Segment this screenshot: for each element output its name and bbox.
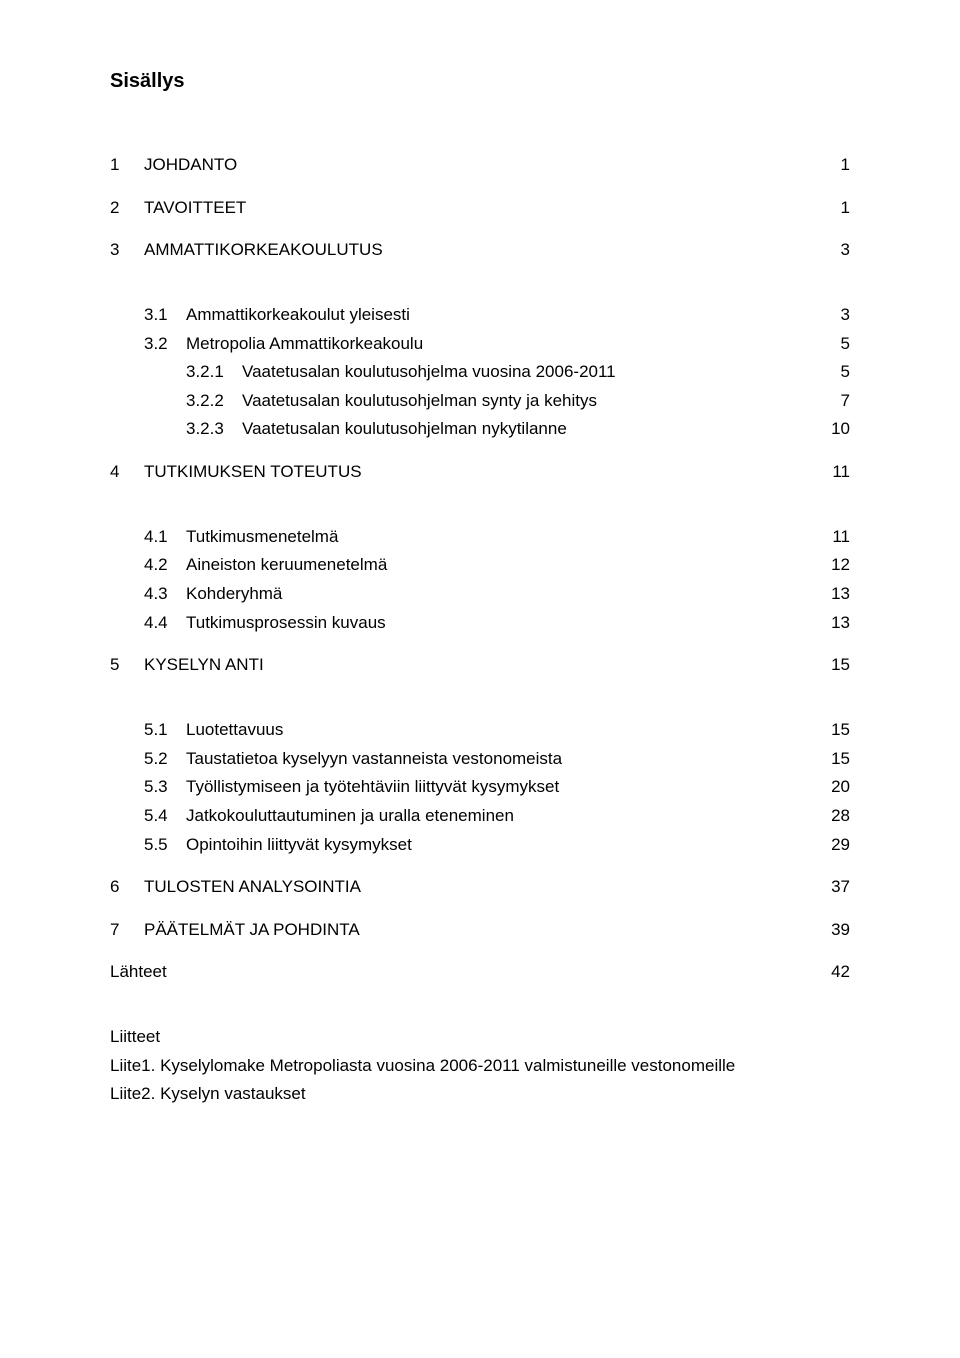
toc-entry: 4.3Kohderyhmä 13 xyxy=(110,582,850,607)
document-title: Sisällys xyxy=(110,70,850,93)
toc-num: 5.3 xyxy=(144,775,186,800)
toc-page: 20 xyxy=(815,775,850,800)
toc-num: 3.1 xyxy=(144,303,186,328)
toc-entry: 4.4Tutkimusprosessin kuvaus 13 xyxy=(110,611,850,636)
toc-label: Kohderyhmä xyxy=(186,582,282,607)
appendices-heading: Liitteet xyxy=(110,1025,850,1050)
toc-page: 15 xyxy=(815,747,850,772)
toc-num: 5 xyxy=(110,653,144,678)
toc-label: PÄÄTELMÄT JA POHDINTA xyxy=(144,918,360,943)
toc-label: Jatkokouluttautuminen ja uralla etenemin… xyxy=(186,804,514,829)
toc-page: 11 xyxy=(816,525,850,550)
toc-entry: 5.1Luotettavuus 15 xyxy=(110,718,850,743)
toc-label: Luotettavuus xyxy=(186,718,283,743)
table-of-contents: 1JOHDANTO 1 2TAVOITTEET 1 3AMMATTIKORKEA… xyxy=(110,153,850,985)
toc-num: 3 xyxy=(110,238,144,263)
toc-entry: 4.2Aineiston keruumenetelmä 12 xyxy=(110,553,850,578)
toc-num: 7 xyxy=(110,918,144,943)
toc-page: 42 xyxy=(815,960,850,985)
toc-entry: 3.2.2Vaatetusalan koulutusohjelman synty… xyxy=(110,389,850,414)
toc-page: 3 xyxy=(825,303,850,328)
toc-label: Taustatietoa kyselyyn vastanneista vesto… xyxy=(186,747,562,772)
toc-entry: 2TAVOITTEET 1 xyxy=(110,196,850,221)
toc-num: 3.2.2 xyxy=(186,389,242,414)
toc-label: Ammattikorkeakoulut yleisesti xyxy=(186,303,410,328)
toc-page: 15 xyxy=(815,653,850,678)
toc-page: 13 xyxy=(815,582,850,607)
toc-label: Aineiston keruumenetelmä xyxy=(186,553,387,578)
toc-label: TUTKIMUKSEN TOTEUTUS xyxy=(144,460,362,485)
toc-num: 4.1 xyxy=(144,525,186,550)
toc-entry: 5KYSELYN ANTI 15 xyxy=(110,653,850,678)
toc-entry: 3AMMATTIKORKEAKOULUTUS 3 xyxy=(110,238,850,263)
toc-entry: 3.2Metropolia Ammattikorkeakoulu 5 xyxy=(110,332,850,357)
toc-num: 4 xyxy=(110,460,144,485)
toc-num: 1 xyxy=(110,153,144,178)
toc-num: 4.3 xyxy=(144,582,186,607)
toc-label: Tutkimusmenetelmä xyxy=(186,525,338,550)
toc-entry: 4TUTKIMUKSEN TOTEUTUS 11 xyxy=(110,460,850,485)
toc-label: TAVOITTEET xyxy=(144,196,246,221)
toc-entry: 7PÄÄTELMÄT JA POHDINTA 39 xyxy=(110,918,850,943)
toc-page: 13 xyxy=(815,611,850,636)
toc-num: 5.5 xyxy=(144,833,186,858)
toc-num: 3.2.3 xyxy=(186,417,242,442)
toc-label: Metropolia Ammattikorkeakoulu xyxy=(186,332,423,357)
toc-page: 7 xyxy=(825,389,850,414)
appendix-item: Liite2. Kyselyn vastaukset xyxy=(110,1082,850,1107)
toc-num: 3.2.1 xyxy=(186,360,242,385)
toc-entry: 1JOHDANTO 1 xyxy=(110,153,850,178)
toc-entry: 3.2.1Vaatetusalan koulutusohjelma vuosin… xyxy=(110,360,850,385)
toc-num: 2 xyxy=(110,196,144,221)
toc-page: 1 xyxy=(825,196,850,221)
toc-num: 5.2 xyxy=(144,747,186,772)
toc-entry: 6TULOSTEN ANALYSOINTIA 37 xyxy=(110,875,850,900)
toc-page: 5 xyxy=(825,360,850,385)
toc-num: 3.2 xyxy=(144,332,186,357)
toc-entry: 5.3Työllistymiseen ja työtehtäviin liitt… xyxy=(110,775,850,800)
toc-label: TULOSTEN ANALYSOINTIA xyxy=(144,875,361,900)
toc-entry: 5.4Jatkokouluttautuminen ja uralla etene… xyxy=(110,804,850,829)
toc-num: 5.4 xyxy=(144,804,186,829)
toc-page: 12 xyxy=(815,553,850,578)
page: Sisällys 1JOHDANTO 1 2TAVOITTEET 1 3AMMA… xyxy=(0,0,960,1358)
toc-page: 37 xyxy=(815,875,850,900)
toc-label: Vaatetusalan koulutusohjelman nykytilann… xyxy=(242,417,567,442)
toc-label: Opintoihin liittyvät kysymykset xyxy=(186,833,412,858)
toc-page: 11 xyxy=(816,460,850,485)
toc-page: 3 xyxy=(825,238,850,263)
toc-num: 6 xyxy=(110,875,144,900)
toc-page: 29 xyxy=(815,833,850,858)
toc-page: 1 xyxy=(825,153,850,178)
toc-page: 39 xyxy=(815,918,850,943)
toc-entry: 4.1Tutkimusmenetelmä 11 xyxy=(110,525,850,550)
toc-label: AMMATTIKORKEAKOULUTUS xyxy=(144,238,383,263)
toc-label: Vaatetusalan koulutusohjelman synty ja k… xyxy=(242,389,597,414)
toc-page: 28 xyxy=(815,804,850,829)
toc-label: Tutkimusprosessin kuvaus xyxy=(186,611,386,636)
toc-page: 15 xyxy=(815,718,850,743)
toc-entry: 3.1Ammattikorkeakoulut yleisesti 3 xyxy=(110,303,850,328)
appendix-item: Liite1. Kyselylomake Metropoliasta vuosi… xyxy=(110,1054,850,1079)
toc-entry: 5.2Taustatietoa kyselyyn vastanneista ve… xyxy=(110,747,850,772)
toc-label: Työllistymiseen ja työtehtäviin liittyvä… xyxy=(186,775,559,800)
toc-page: 5 xyxy=(825,332,850,357)
toc-entry-lahteet: Lähteet 42 xyxy=(110,960,850,985)
toc-label: Lähteet xyxy=(110,962,167,981)
toc-num: 4.2 xyxy=(144,553,186,578)
toc-entry: 5.5Opintoihin liittyvät kysymykset 29 xyxy=(110,833,850,858)
toc-num: 4.4 xyxy=(144,611,186,636)
appendices-block: Liitteet Liite1. Kyselylomake Metropolia… xyxy=(110,1025,850,1107)
toc-label: Vaatetusalan koulutusohjelma vuosina 200… xyxy=(242,360,616,385)
toc-label: JOHDANTO xyxy=(144,153,237,178)
toc-num: 5.1 xyxy=(144,718,186,743)
toc-page: 10 xyxy=(815,417,850,442)
toc-entry: 3.2.3Vaatetusalan koulutusohjelman nykyt… xyxy=(110,417,850,442)
toc-label: KYSELYN ANTI xyxy=(144,653,264,678)
